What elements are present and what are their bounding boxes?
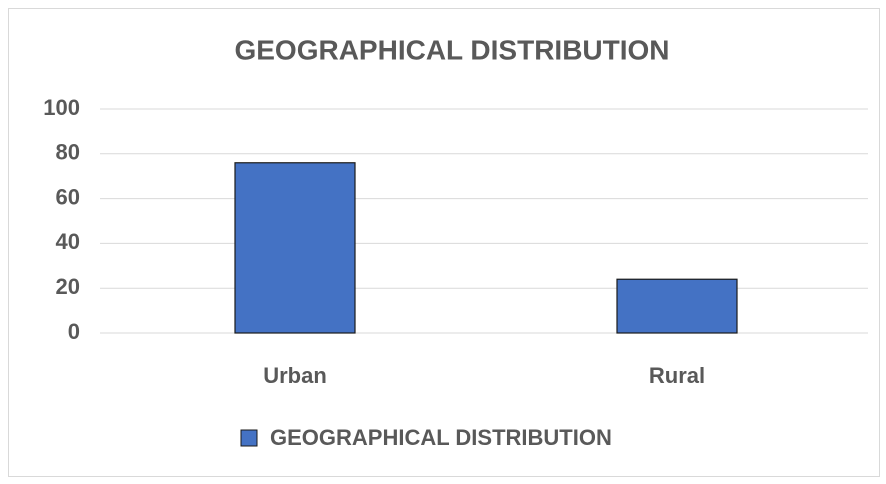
x-tick-label: Urban	[263, 363, 327, 388]
bar	[616, 278, 738, 334]
y-tick-label: 20	[56, 274, 80, 299]
chart-title: GEOGRAPHICAL DISTRIBUTION	[234, 34, 669, 65]
y-tick-label: 80	[56, 140, 80, 165]
legend-label: GEOGRAPHICAL DISTRIBUTION	[270, 425, 612, 450]
y-tick-label: 40	[56, 229, 80, 254]
bar	[234, 162, 356, 334]
x-tick-label: Rural	[649, 363, 705, 388]
chart-border	[8, 8, 880, 477]
y-tick-label: 60	[56, 184, 80, 209]
y-tick-label: 100	[43, 95, 80, 120]
y-tick-label: 0	[68, 319, 80, 344]
legend-swatch	[240, 429, 258, 447]
